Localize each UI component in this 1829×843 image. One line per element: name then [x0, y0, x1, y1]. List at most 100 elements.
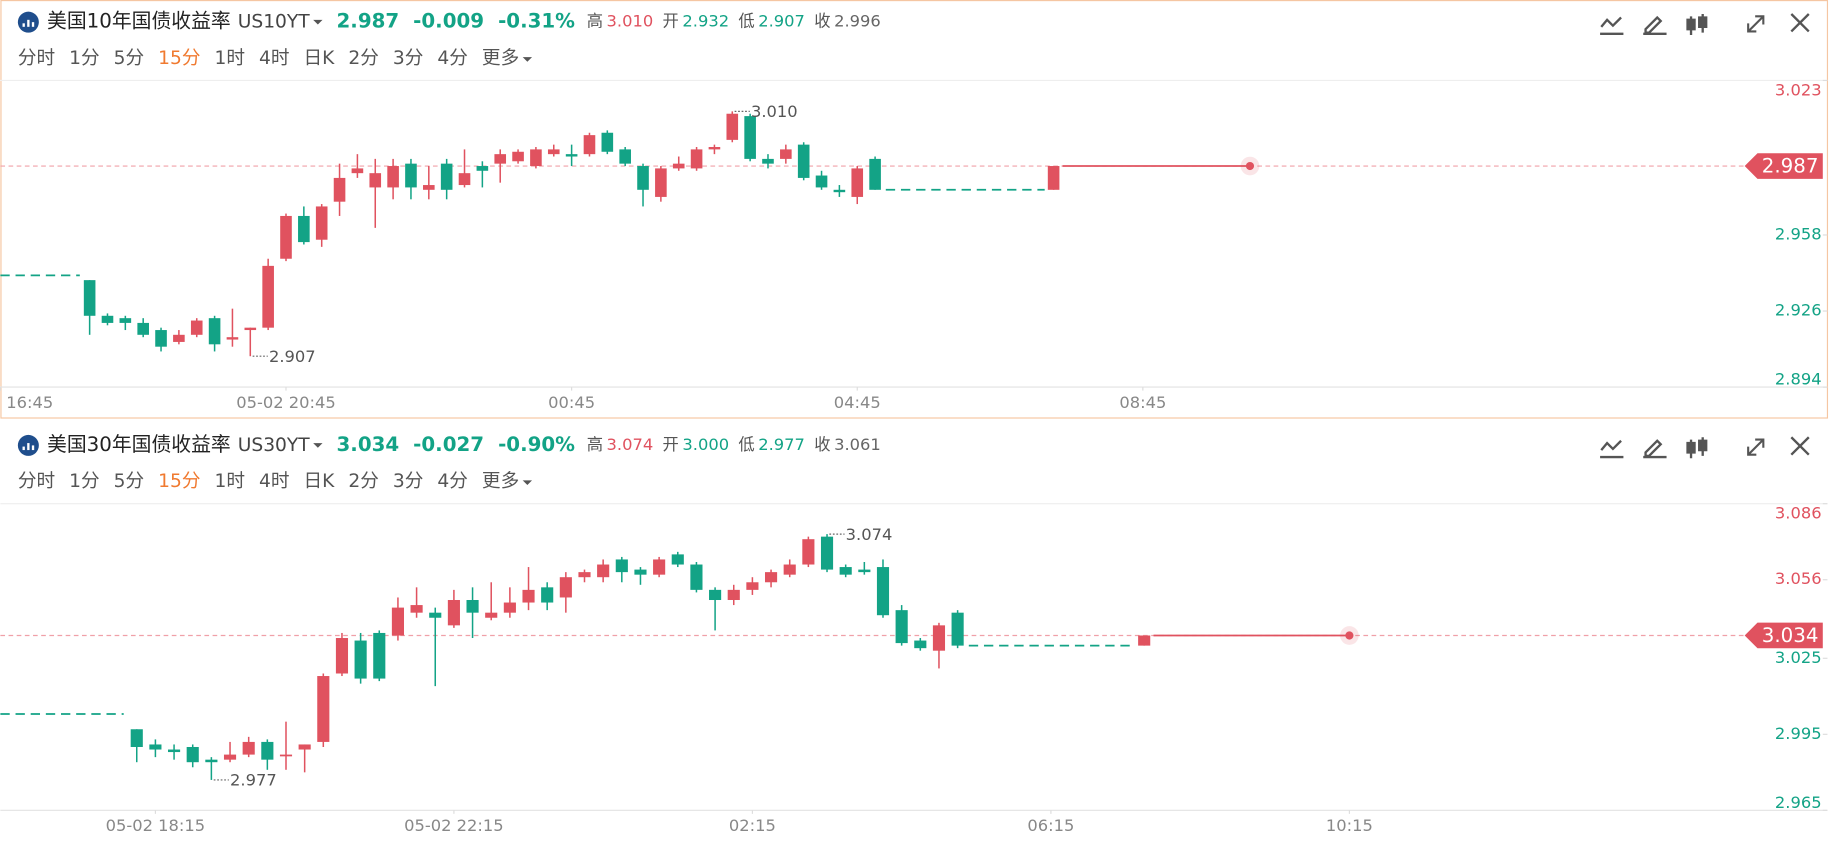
last-price: 2.987	[337, 10, 400, 33]
timeframe-tab[interactable]: 3分	[393, 48, 424, 69]
y-tick-label: 2.995	[1775, 724, 1822, 743]
candle-body	[780, 149, 792, 159]
candle-body	[895, 610, 908, 644]
active-panel-border	[0, 0, 1829, 419]
expand-button[interactable]	[1747, 438, 1765, 456]
extreme-label: 2.977	[230, 771, 277, 790]
candle-body	[226, 337, 239, 340]
timeframe-tab[interactable]: 分时	[18, 471, 55, 492]
candle-body	[547, 149, 560, 155]
draw-button[interactable]	[1643, 439, 1667, 459]
candle-body	[119, 318, 132, 323]
candle-body	[583, 135, 596, 155]
timeframe-tab[interactable]: 4分	[437, 471, 468, 492]
live-dot	[1245, 161, 1255, 171]
candle-body	[615, 559, 628, 573]
timeframe-tab[interactable]: 分时	[18, 48, 55, 69]
candle-body	[709, 589, 722, 601]
candle-body	[298, 744, 311, 750]
candle-body	[690, 564, 703, 590]
candle-body	[242, 741, 255, 755]
candle-body	[672, 163, 685, 169]
indicator-button[interactable]	[1600, 439, 1624, 459]
open-label: 开	[663, 435, 679, 454]
candle-body	[447, 600, 460, 626]
expand-button[interactable]	[1747, 15, 1765, 33]
timeframe-tab[interactable]: 1分	[69, 48, 100, 69]
instrument-symbol: US10YT	[238, 12, 311, 33]
x-tick-label: 00:45	[548, 393, 595, 412]
candle-body	[405, 163, 417, 188]
candle-body	[597, 564, 610, 578]
candle-body	[851, 168, 864, 197]
candle-body	[744, 116, 756, 159]
timeframe-tab[interactable]: 15分	[158, 48, 200, 69]
candle-body	[1047, 166, 1060, 190]
timeframe-tab[interactable]: 3分	[393, 471, 424, 492]
symbol-icon-bar	[27, 19, 30, 27]
price-change-pct: -0.31%	[498, 10, 575, 33]
timeframe-tab[interactable]: 4时	[259, 471, 290, 492]
candle-body	[335, 638, 349, 674]
candle-body	[541, 587, 554, 603]
dropdown-caret	[313, 443, 323, 448]
candle-body	[244, 327, 257, 331]
x-tick-label: 16:45	[6, 393, 53, 412]
candle-body	[746, 582, 759, 590]
last-price-tag	[1744, 622, 1823, 649]
instrument-title: 美国10年国债收益率	[47, 10, 231, 33]
timeframe-tab[interactable]: 1时	[215, 471, 246, 492]
candle-body	[797, 144, 810, 178]
y-tick-label: 3.086	[1775, 504, 1822, 523]
symbol-icon-bar	[22, 23, 25, 27]
candle-body	[83, 280, 96, 316]
candle-body	[637, 166, 649, 190]
timeframe-tab[interactable]: 更多	[482, 48, 519, 69]
timeframe-tab[interactable]: 日K	[304, 48, 336, 69]
candle-body	[208, 318, 221, 345]
timeframe-tab[interactable]: 4时	[259, 48, 290, 69]
candle-body	[298, 215, 310, 243]
y-tick-label: 2.926	[1775, 301, 1822, 320]
candle-body	[655, 168, 667, 197]
indicator-button[interactable]	[1600, 16, 1624, 35]
candle-body	[653, 559, 666, 575]
candle-body	[565, 154, 578, 157]
candle-body	[503, 602, 516, 613]
candle-body	[423, 185, 435, 190]
timeframe-tab[interactable]: 2分	[348, 48, 379, 69]
dropdown-caret	[522, 480, 533, 486]
symbol-icon-bar	[22, 446, 25, 451]
timeframe-tab[interactable]: 日K	[304, 471, 336, 492]
candle-body	[280, 215, 292, 259]
timeframe-tab[interactable]: 5分	[114, 48, 145, 69]
candle-body	[262, 265, 274, 328]
high-label: 高	[587, 12, 603, 31]
low-label: 低	[738, 435, 754, 454]
candle-body	[155, 330, 167, 347]
candle-body	[186, 746, 199, 763]
dropdown-caret	[522, 57, 533, 62]
candle-body	[387, 166, 399, 188]
candle-body	[820, 536, 834, 570]
timeframe-tab[interactable]: 5分	[114, 471, 145, 492]
timeframe-tab[interactable]: 4分	[437, 48, 468, 69]
close-button[interactable]	[1790, 436, 1810, 456]
timeframe-tab[interactable]: 1时	[215, 48, 246, 69]
candle-body	[369, 173, 382, 188]
timeframe-tab[interactable]: 更多	[482, 471, 519, 492]
x-tick-label: 08:45	[1119, 393, 1166, 412]
timeframe-tab[interactable]: 1分	[69, 471, 100, 492]
timeframe-tab[interactable]: 2分	[348, 471, 379, 492]
chart-type-button[interactable]	[1686, 437, 1708, 459]
draw-button[interactable]	[1643, 15, 1667, 35]
chart-type-button[interactable]	[1686, 13, 1708, 35]
timeframe-tab[interactable]: 15分	[158, 471, 200, 492]
candle-body	[391, 607, 405, 636]
candle-body	[440, 163, 453, 190]
close-button[interactable]	[1790, 13, 1810, 33]
candle-body	[205, 759, 218, 763]
instrument-symbol: US30YT	[238, 435, 311, 456]
